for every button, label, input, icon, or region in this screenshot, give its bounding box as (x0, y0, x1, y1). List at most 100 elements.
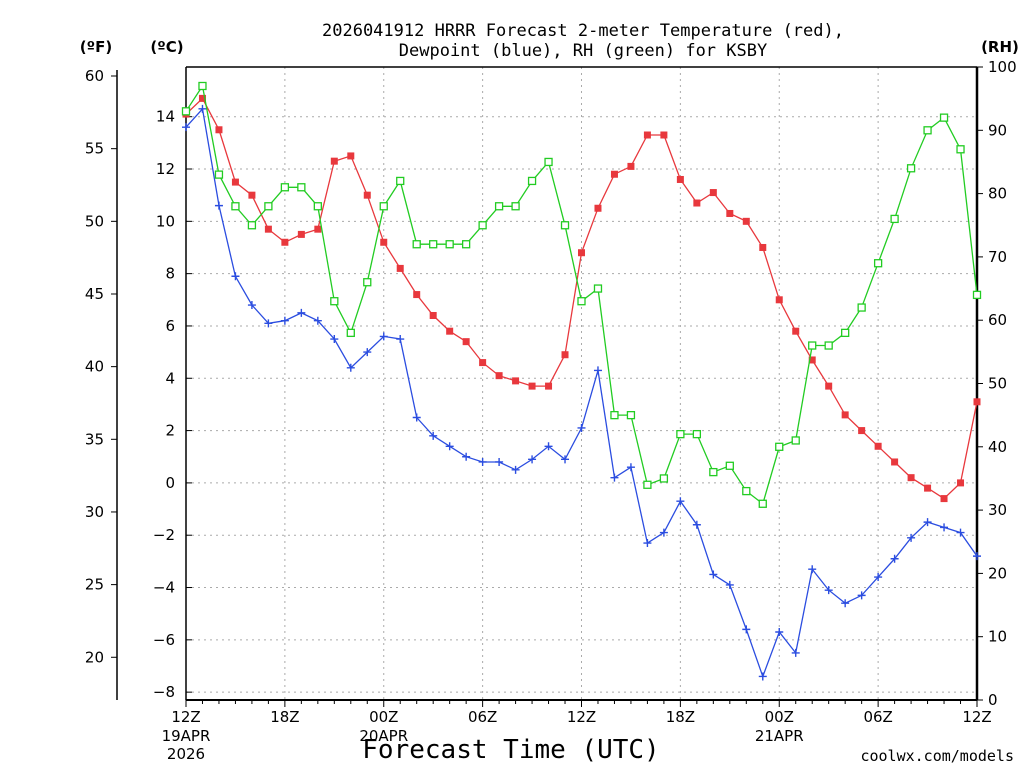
rh-point (808, 341, 817, 350)
celsius-tick-label: −8 (153, 683, 175, 701)
celsius-axis-label: (ºC) (150, 38, 183, 56)
temperature-point (330, 157, 338, 165)
temperature-point (726, 209, 734, 217)
rh-point (198, 81, 207, 91)
celsius-tick-label: 12 (156, 160, 175, 178)
temperature-point (264, 225, 272, 233)
temperature-point (660, 131, 668, 139)
rh-point (775, 442, 784, 451)
temperature-point (231, 178, 239, 186)
dewpoint-point (659, 528, 668, 537)
dewpoint-point (495, 457, 504, 466)
temperature-point (709, 189, 717, 197)
dewpoint-point (692, 520, 701, 529)
temperature-point (742, 217, 750, 225)
dewpoint-point (511, 465, 520, 474)
rh-tick-label: 30 (988, 501, 1007, 519)
rh-series (181, 81, 982, 508)
celsius-tick-label: 4 (165, 369, 175, 387)
fahrenheit-tick-label: 35 (85, 430, 104, 448)
dewpoint-series (182, 104, 981, 681)
rh-point (379, 202, 388, 211)
temperature-point (479, 359, 487, 367)
dewpoint-point (956, 528, 965, 537)
chart-title-line-2: Dewpoint (blue), RH (green) for KSBY (399, 41, 767, 61)
rh-point (742, 486, 751, 496)
celsius-tick-label: 2 (165, 422, 175, 440)
dewpoint-point (214, 201, 223, 210)
temperature-point (693, 199, 701, 207)
dewpoint-point (791, 648, 800, 657)
celsius-tick-label: 10 (156, 212, 175, 230)
temperature-point (808, 356, 816, 364)
fahrenheit-tick-label: 20 (85, 648, 104, 666)
rh-point (346, 328, 355, 338)
fahrenheit-tick-label: 25 (85, 576, 104, 594)
tick-labels: 14121086420−2−4−6−8605550454035302520100… (85, 58, 1017, 763)
dewpoint-point (297, 308, 306, 317)
celsius-tick-label: 6 (165, 317, 175, 335)
rh-point (247, 221, 257, 230)
rh-point (511, 202, 520, 211)
rh-point (231, 202, 240, 211)
temperature-point (396, 264, 404, 272)
rh-point (906, 164, 916, 173)
rh-point (544, 157, 553, 167)
dewpoint-point (396, 335, 405, 344)
celsius-tick-label: −6 (153, 631, 175, 649)
temperature-point (924, 484, 932, 492)
temperature-point (874, 442, 882, 450)
fahrenheit-tick-label: 60 (85, 67, 104, 85)
dewpoint-point (528, 455, 537, 464)
dewpoint-point (577, 423, 586, 432)
temperature-point (940, 495, 948, 503)
dewpoint-point (561, 455, 570, 464)
rh-point (445, 240, 454, 249)
temperature-point (643, 131, 651, 139)
dewpoint-point (412, 413, 421, 422)
temperature-point (363, 191, 371, 199)
dewpoint-point (742, 625, 751, 634)
temperature-point (215, 126, 223, 134)
rh-point (363, 278, 372, 287)
x-tick-label: 18Z (270, 708, 299, 726)
x-axis-label: Forecast Time (UTC) (362, 735, 659, 765)
x-tick-label: 12Z (171, 708, 200, 726)
celsius-tick-label: 0 (165, 474, 175, 492)
dewpoint-point (478, 457, 487, 466)
fahrenheit-tick-label: 50 (85, 212, 104, 230)
dewpoint-point (824, 586, 833, 595)
dewpoint-point (445, 442, 454, 451)
dewpoint-point (940, 523, 949, 532)
temperature-point (891, 458, 899, 466)
dewpoint-point (808, 565, 817, 574)
temperature-point (973, 398, 981, 406)
rh-point (939, 113, 949, 122)
temperature-point (676, 175, 684, 183)
temperature-point (462, 338, 470, 346)
temperature-point (858, 427, 866, 435)
dewpoint-point (973, 552, 981, 561)
dewpoint-point (231, 272, 240, 281)
rh-tick-label: 50 (988, 375, 1007, 393)
dewpoint-point (330, 335, 339, 344)
rh-tick-label: 40 (988, 438, 1007, 456)
temperature-point (380, 238, 388, 246)
data-series (181, 81, 982, 681)
fahrenheit-axis-label: (ºF) (80, 38, 112, 56)
dewpoint-point (346, 363, 355, 372)
temperature-point (825, 382, 833, 390)
rh-point (297, 183, 306, 192)
dewpoint-point (462, 452, 471, 461)
rh-point (396, 176, 405, 186)
date-label: 21APR (755, 727, 804, 745)
x-tick-label: 12Z (962, 708, 991, 726)
temperature-point (610, 170, 618, 178)
x-tick-label: 06Z (863, 708, 892, 726)
dewpoint-point (264, 319, 273, 328)
rh-point (956, 145, 965, 154)
dewpoint-point (758, 672, 767, 681)
x-tick-label: 00Z (369, 708, 398, 726)
dewpoint-point (280, 316, 289, 325)
rh-point (692, 429, 702, 439)
